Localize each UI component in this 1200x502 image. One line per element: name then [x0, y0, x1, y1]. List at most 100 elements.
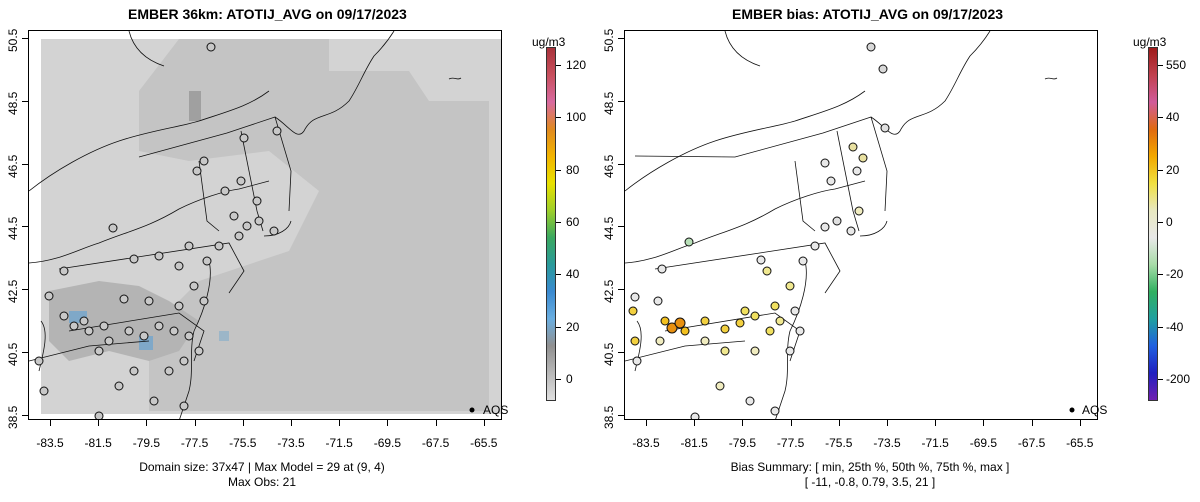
aqs-station	[628, 306, 638, 316]
aqs-station	[785, 281, 795, 291]
aqs-station	[154, 251, 164, 261]
aqs-station	[129, 366, 139, 376]
aqs-station	[740, 306, 750, 316]
right-map-title: EMBER bias: ATOTIJ_AVG on 09/17/2023	[732, 6, 1004, 22]
aqs-station	[720, 346, 730, 356]
aqs-station	[750, 311, 760, 321]
aqs-station	[750, 346, 760, 356]
aqs-station	[745, 396, 755, 406]
colorbar-tick-mark	[1158, 379, 1163, 380]
aqs-station	[34, 356, 44, 366]
aqs-station	[194, 346, 204, 356]
aqs-station	[735, 318, 745, 328]
aqs-station	[820, 158, 830, 168]
aqs-station	[99, 321, 109, 331]
aqs-station	[114, 381, 124, 391]
x-tick-label: -83.5	[632, 436, 660, 450]
y-tick-label: 44.5	[6, 217, 20, 241]
colorbar-tick-mark	[556, 326, 561, 328]
right-colorbar-unit: ug/m3	[1133, 35, 1167, 49]
aqs-station	[854, 206, 864, 216]
x-tick-label: -79.5	[132, 436, 161, 450]
aqs-station	[179, 401, 189, 411]
colorbar-tick-label: 80	[566, 162, 580, 177]
colorbar-tick-mark	[556, 65, 561, 66]
y-tick-mark	[618, 352, 624, 353]
y-tick-label: 44.5	[602, 217, 616, 241]
left-map-canvas	[29, 31, 501, 419]
colorbar-tick-mark	[1158, 274, 1163, 276]
right-legend-label: AQS	[1082, 403, 1108, 417]
legend-marker	[1069, 407, 1075, 413]
aqs-station	[269, 226, 279, 236]
colorbar-tick-label: 20	[566, 319, 580, 334]
x-tick-mark	[435, 420, 437, 426]
x-tick-mark	[194, 420, 196, 426]
aqs-station	[700, 316, 710, 326]
y-tick-mark	[618, 289, 624, 291]
x-tick-mark	[983, 420, 985, 426]
left-footer-line1: Domain size: 37x47 | Max Model = 29 at (…	[139, 460, 385, 474]
y-tick-label: 42.5	[6, 279, 20, 304]
y-tick-label: 38.5	[602, 405, 616, 429]
aqs-station	[252, 196, 262, 206]
colorbar-tick-mark	[556, 169, 561, 171]
aqs-station	[179, 356, 189, 366]
aqs-station	[124, 326, 134, 336]
x-tick-mark	[838, 420, 840, 426]
right-map-canvas	[625, 31, 1075, 419]
left-map-panel	[28, 30, 502, 420]
aqs-station	[44, 291, 54, 301]
x-tick-mark	[291, 420, 292, 426]
y-tick-label: 46.5	[6, 154, 20, 178]
left-aqs-stations	[34, 42, 282, 419]
aqs-station	[108, 223, 118, 233]
x-tick-label: -77.5	[180, 436, 209, 450]
aqs-station	[770, 301, 780, 311]
aqs-station	[655, 336, 665, 346]
x-tick-label: -67.5	[1017, 436, 1046, 450]
x-tick-label: -69.5	[969, 436, 998, 450]
x-tick-label: -73.5	[873, 436, 901, 450]
aqs-station	[785, 346, 795, 356]
aqs-station	[690, 412, 700, 419]
x-tick-label: -75.5	[229, 436, 257, 450]
aqs-station	[214, 241, 224, 251]
right-aqs-stations	[628, 42, 890, 419]
aqs-station	[69, 321, 79, 331]
x-tick-mark	[887, 420, 888, 426]
y-tick-label: 50.5	[6, 28, 20, 52]
y-tick-label: 38.5	[6, 405, 20, 429]
y-tick-mark	[618, 226, 624, 228]
aqs-station	[680, 326, 690, 336]
colorbar-tick-mark	[1158, 65, 1163, 66]
aqs-station	[234, 231, 244, 241]
aqs-station	[826, 176, 836, 186]
aqs-station	[189, 281, 199, 291]
aqs-station	[762, 266, 772, 276]
aqs-station	[653, 296, 663, 306]
x-tick-label: -81.5	[84, 436, 112, 450]
legend-marker	[469, 407, 475, 413]
x-tick-label: -79.5	[728, 436, 757, 450]
aqs-station	[94, 346, 104, 356]
aqs-station	[700, 336, 710, 346]
aqs-station	[236, 176, 246, 186]
aqs-station	[199, 296, 209, 306]
y-tick-label: 42.5	[602, 279, 616, 304]
colorbar-tick-label: 40	[566, 267, 580, 282]
x-tick-label: -77.5	[776, 436, 805, 450]
colorbar-tick-mark	[1158, 222, 1163, 223]
aqs-station	[846, 226, 856, 236]
aqs-station	[239, 133, 249, 143]
aqs-station	[810, 241, 820, 251]
aqs-station	[630, 292, 640, 302]
y-tick-mark	[618, 414, 624, 416]
left-footer-line2: Max Obs: 21	[227, 475, 297, 489]
aqs-station	[192, 166, 202, 176]
x-tick-mark	[646, 420, 647, 426]
left-colorbar-unit: ug/m3	[532, 35, 566, 49]
y-tick-mark	[618, 163, 624, 165]
aqs-station	[139, 331, 149, 341]
aqs-station	[206, 42, 216, 52]
